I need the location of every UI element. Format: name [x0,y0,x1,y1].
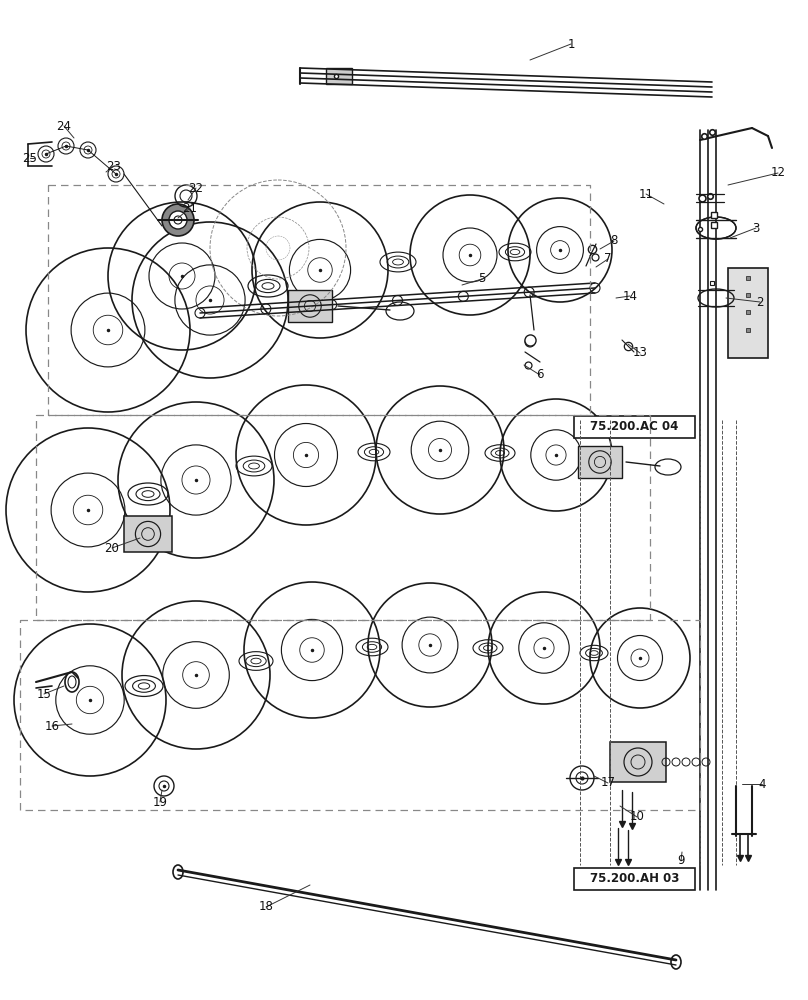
Text: 19: 19 [153,796,167,808]
Text: 24: 24 [57,119,71,132]
Bar [578,446,622,478]
Circle shape [393,296,402,306]
Text: 1: 1 [567,37,574,50]
Bar [728,268,768,358]
Text: 17: 17 [600,776,616,790]
Text: 18: 18 [259,900,273,914]
Text: 20: 20 [104,542,120,554]
Circle shape [261,304,271,314]
Circle shape [590,283,600,293]
Text: 9: 9 [677,854,684,867]
Text: 25: 25 [23,151,37,164]
Text: 12: 12 [771,166,785,180]
Text: 6: 6 [537,368,544,381]
Text: 4: 4 [758,778,766,790]
Text: 21: 21 [183,202,197,215]
Text: 3: 3 [752,222,760,234]
Text: 22: 22 [188,182,204,194]
Bar [610,742,666,782]
Text: 15: 15 [36,688,52,700]
Bar [326,68,352,84]
Circle shape [458,291,469,301]
Text: 10: 10 [629,810,645,824]
Bar [574,868,695,890]
Bar [124,516,172,552]
Text: 8: 8 [610,234,617,247]
Bar [574,416,695,438]
Circle shape [162,204,194,236]
Circle shape [524,287,534,297]
Circle shape [195,308,205,318]
Circle shape [169,211,187,229]
Text: 23: 23 [107,159,121,172]
Circle shape [326,300,337,310]
Text: 75.200.AH 03: 75.200.AH 03 [590,872,680,886]
Text: 75.200.AC 04: 75.200.AC 04 [591,420,679,434]
Text: 14: 14 [622,290,638,302]
Text: 5: 5 [478,272,486,286]
Text: 13: 13 [633,347,647,360]
Text: 7: 7 [604,252,612,265]
Text: 2: 2 [756,296,764,308]
Bar [288,290,332,322]
Text: 16: 16 [44,720,60,732]
Text: 11: 11 [638,188,654,200]
